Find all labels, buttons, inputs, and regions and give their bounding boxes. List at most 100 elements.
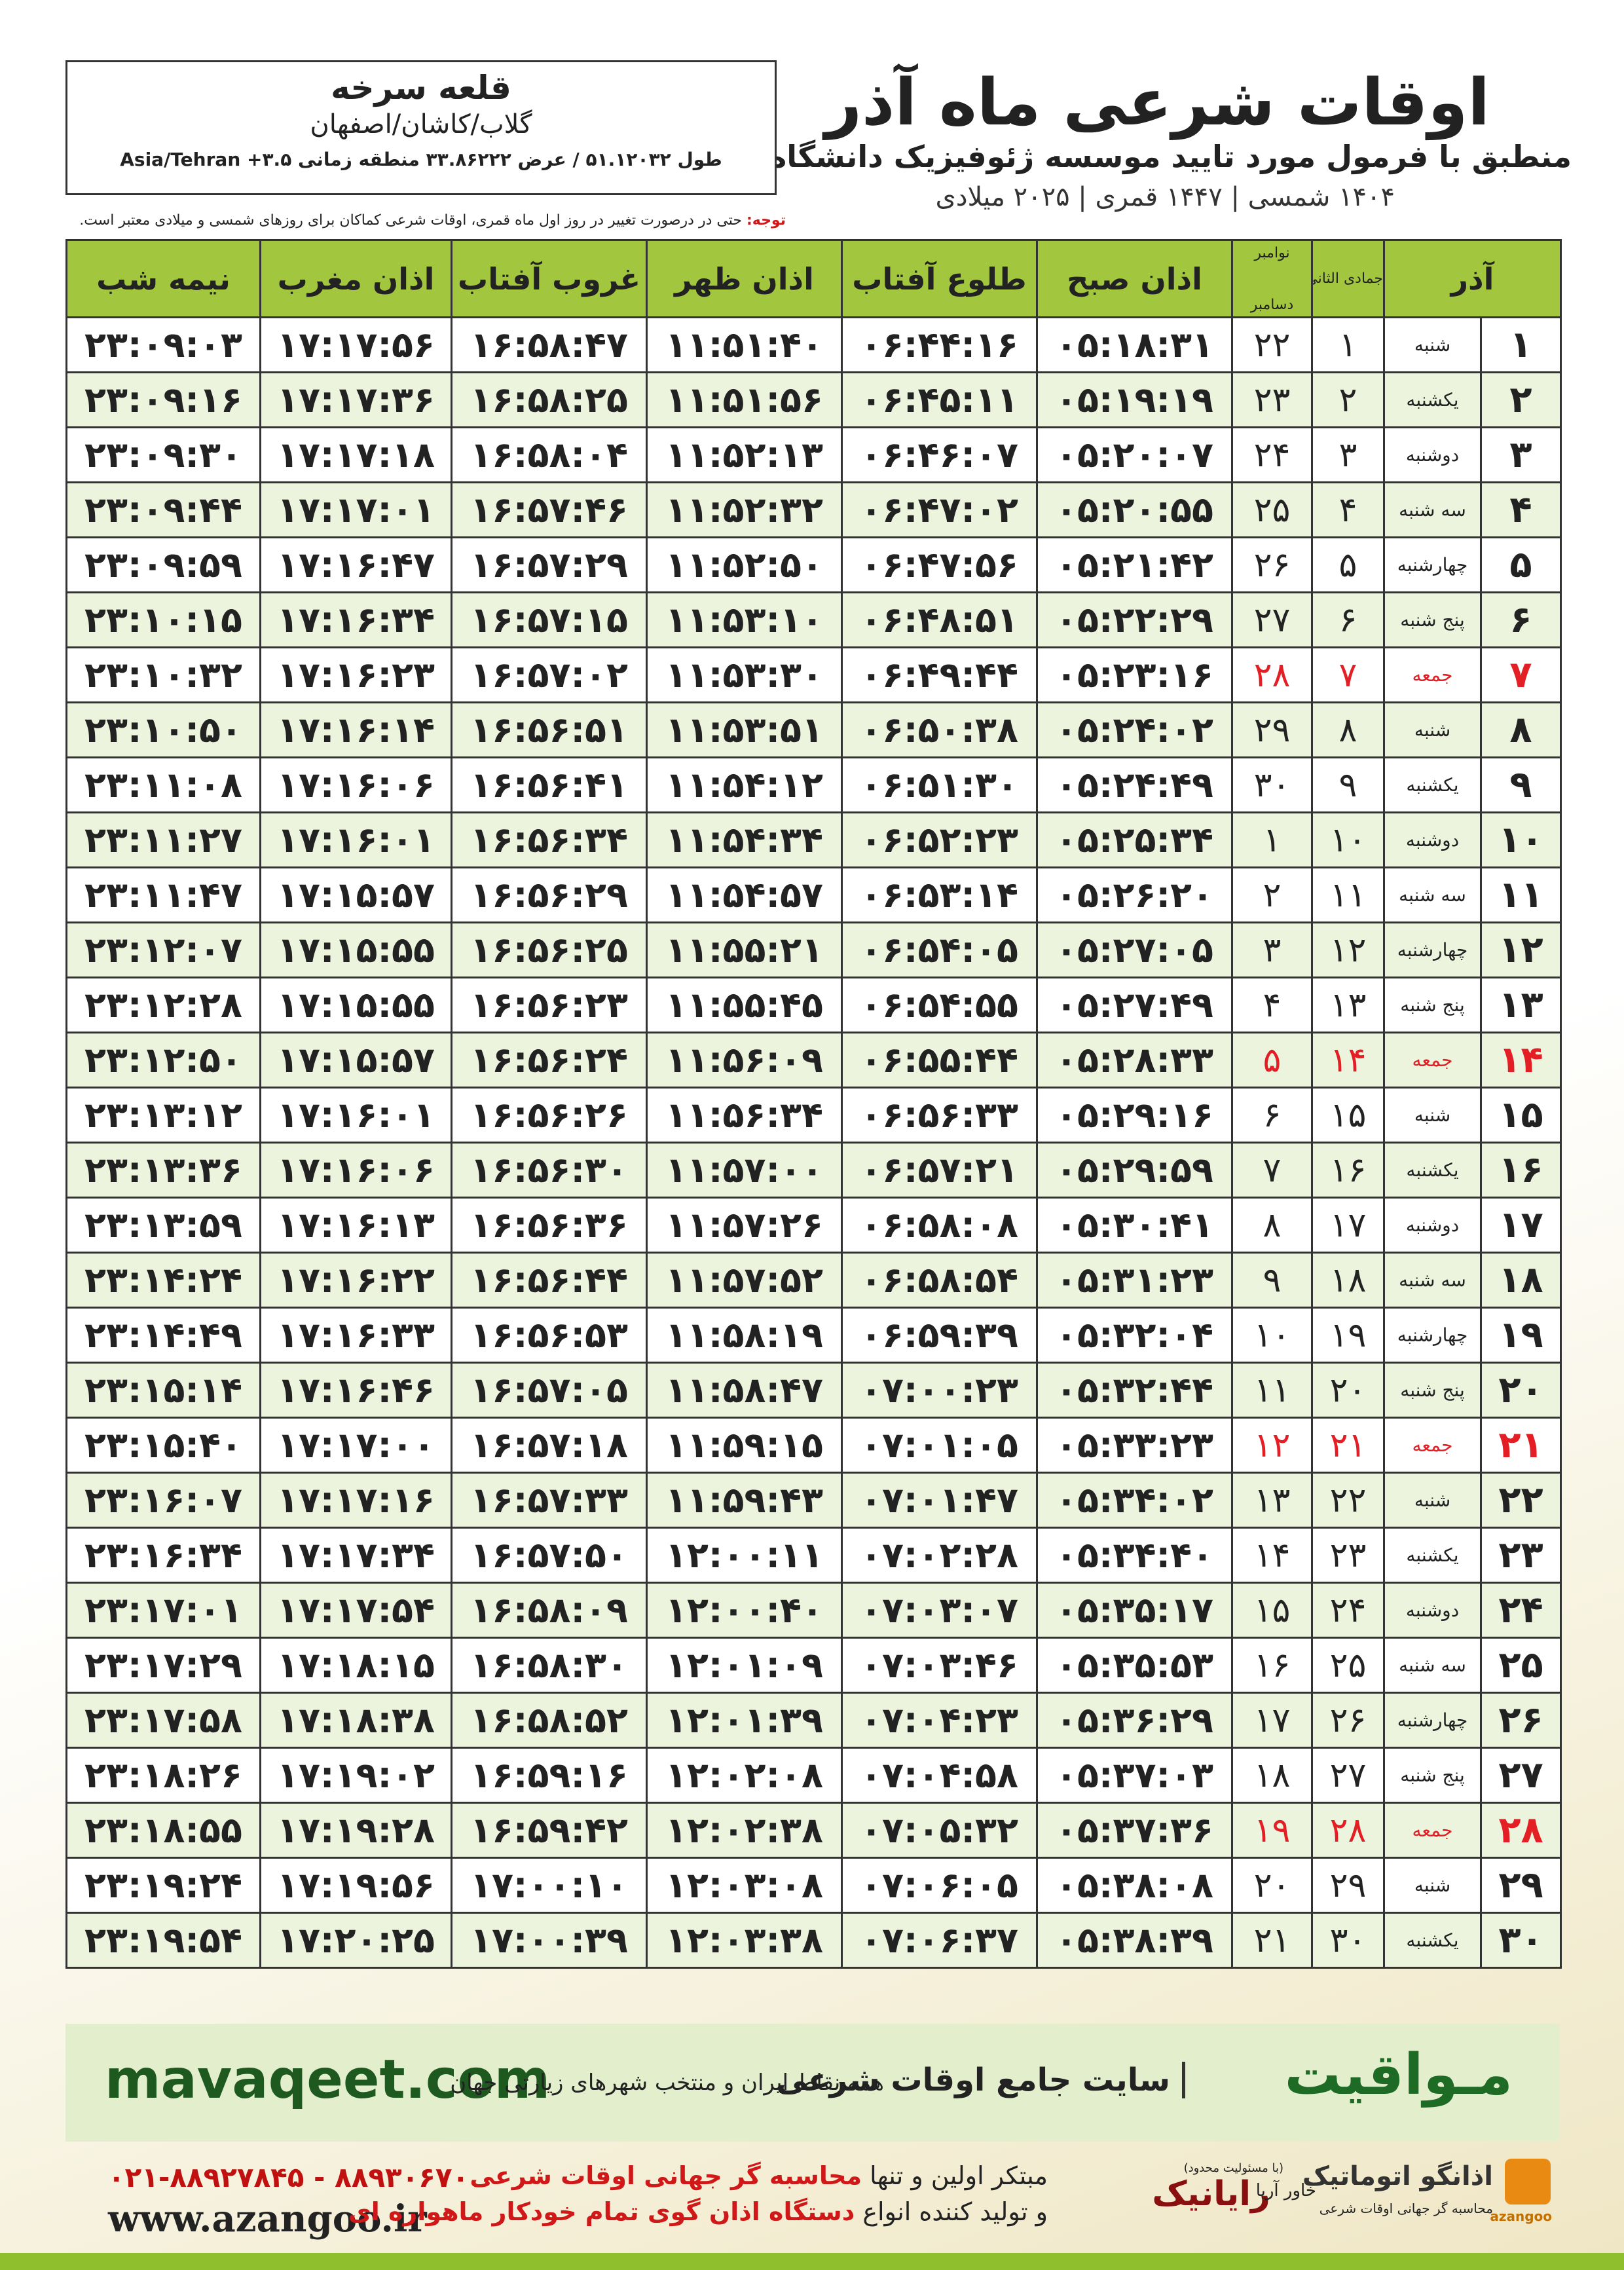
day-number: ۱۹	[1480, 1307, 1562, 1364]
time-cell: ۱۷:۱۶:۰۱	[259, 811, 452, 868]
time-cell: ۰۷:۰۲:۲۸	[841, 1527, 1038, 1584]
hijri-day: ۲۵	[1311, 1637, 1385, 1694]
time-cell: ۰۶:۵۷:۲۱	[841, 1142, 1038, 1199]
row: ۲۲ شنبه ۲۲ ۱۳ ۰۵:۳۴:۰۲ ۰۷:۰۱:۴۷ ۱۱:۵۹:۴۳ ۱۶:۵۷:…	[65, 1472, 1562, 1529]
weekday: دوشنبه	[1382, 1582, 1483, 1639]
time-cell: ۱۱:۵۸:۱۹	[646, 1307, 843, 1364]
time-cell: ۰۵:۳۸:۳۹	[1036, 1912, 1233, 1969]
row: ۳ دوشنبه ۳ ۲۴ ۰۵:۲۰:۰۷ ۰۶:۴۶:۰۷ ۱۱:۵۲:۱۳ ۱۶:۵۸:…	[65, 426, 1562, 483]
row: ۷ جمعه ۷ ۲۸ ۰۵:۲۳:۱۶ ۰۶:۴۹:۴۴ ۱۱:۵۳:۳۰ ۱۶:۵۷:۰۲…	[65, 646, 1562, 703]
time-cell: ۱۶:۵۶:۴۱	[451, 756, 648, 813]
time-cell: ۱۶:۵۶:۳۴	[451, 811, 648, 868]
time-cell: ۰۵:۲۱:۴۲	[1036, 536, 1233, 593]
time-cell: ۰۶:۵۴:۰۵	[841, 921, 1038, 978]
hijri-day: ۶	[1311, 591, 1385, 648]
greg-day: ۱۹	[1231, 1802, 1313, 1859]
weekday: پنج شنبه	[1382, 977, 1483, 1033]
time-cell: ۱۶:۵۸:۵۲	[451, 1692, 648, 1749]
row: ۱۸ سه شنبه ۱۸ ۹ ۰۵:۳۱:۲۳ ۰۶:۵۸:۵۴ ۱۱:۵۷:۵۲ ۱۶:۵…	[65, 1252, 1562, 1309]
hijri-header: جمادی الثانی	[1311, 239, 1385, 318]
coords: طول ۵۱.۱۲۰۳۲ / عرض ۳۳.۸۶۲۲۲ منطقه زمانی …	[120, 149, 722, 170]
time-cell: ۱۷:۱۷:۱۶	[259, 1472, 452, 1529]
time-cell: ۲۳:۱۵:۴۰	[65, 1417, 261, 1474]
time-cell: ۰۷:۰۱:۴۷	[841, 1472, 1038, 1529]
day-number: ۱۱	[1480, 866, 1562, 923]
time-cell: ۱۱:۵۶:۳۴	[646, 1087, 843, 1144]
time-cell: ۰۶:۴۷:۰۲	[841, 481, 1038, 538]
note-label: توجه:	[746, 212, 786, 229]
banner-brand: مـواقیت	[1284, 2042, 1513, 2108]
time-cell: ۲۳:۱۴:۲۴	[65, 1252, 261, 1309]
time-cell: ۱۱:۵۳:۳۰	[646, 646, 843, 703]
time-cell: ۱۶:۵۹:۱۶	[451, 1747, 648, 1804]
footer-line2: و تولید کننده انواع دستگاه اذان گوی تمام…	[348, 2197, 1048, 2226]
time-cell: ۱۶:۵۸:۴۷	[451, 316, 648, 373]
time-cell: ۱۷:۱۵:۵۷	[259, 1032, 452, 1088]
weekday: سه شنبه	[1382, 481, 1483, 538]
time-cell: ۱۱:۵۹:۱۵	[646, 1417, 843, 1474]
day-number: ۵	[1480, 536, 1562, 593]
day-number: ۴	[1480, 481, 1562, 538]
time-cell: ۰۵:۲۶:۲۰	[1036, 866, 1233, 923]
greg-day: ۵	[1231, 1032, 1313, 1088]
logo2-icon	[1505, 2159, 1551, 2205]
time-cell: ۰۶:۴۴:۱۶	[841, 316, 1038, 373]
time-cell: ۰۵:۱۹:۱۹	[1036, 371, 1233, 428]
hijri-day: ۴	[1311, 481, 1385, 538]
hijri-day: ۸	[1311, 701, 1385, 758]
time-cell: ۰۵:۳۲:۴۴	[1036, 1362, 1233, 1419]
day-number: ۶	[1480, 591, 1562, 648]
time-cell: ۱۱:۵۹:۴۳	[646, 1472, 843, 1529]
time-cell: ۱۷:۱۶:۰۶	[259, 756, 452, 813]
time-cell: ۱۷:۱۷:۵۶	[259, 316, 452, 373]
time-cell: ۱۱:۵۷:۰۰	[646, 1142, 843, 1199]
time-cell: ۲۳:۱۳:۳۶	[65, 1142, 261, 1199]
hijri-day: ۲۶	[1311, 1692, 1385, 1749]
time-cell: ۱۶:۵۷:۱۵	[451, 591, 648, 648]
time-cell: ۱۶:۵۶:۳۰	[451, 1142, 648, 1199]
hijri-day: ۱	[1311, 316, 1385, 373]
time-cell: ۱۷:۱۹:۲۸	[259, 1802, 452, 1859]
hijri-day: ۲۹	[1311, 1857, 1385, 1914]
day-number: ۸	[1480, 701, 1562, 758]
time-cell: ۱۶:۵۶:۲۹	[451, 866, 648, 923]
line1-plain: مبتکر اولین و تنها	[870, 2161, 1048, 2190]
logo1-note: (با مسئولیت محدود)	[1183, 2161, 1283, 2175]
row: ۱۷ دوشنبه ۱۷ ۸ ۰۵:۳۰:۴۱ ۰۶:۵۸:۰۸ ۱۱:۵۷:۲۶ ۱۶:۵۶…	[65, 1197, 1562, 1254]
hijri-day: ۱۶	[1311, 1142, 1385, 1199]
greg-day: ۳	[1231, 921, 1313, 978]
time-cell: ۲۳:۱۷:۲۹	[65, 1637, 261, 1694]
day-number: ۱۳	[1480, 977, 1562, 1033]
greg-day: ۸	[1231, 1197, 1313, 1254]
time-cell: ۰۷:۰۳:۰۷	[841, 1582, 1038, 1639]
time-cell: ۱۶:۵۷:۰۲	[451, 646, 648, 703]
time-cell: ۱۷:۱۶:۰۶	[259, 1142, 452, 1199]
row: ۲۳ یکشنبه ۲۳ ۱۴ ۰۵:۳۴:۴۰ ۰۷:۰۲:۲۸ ۱۲:۰۰:۱۱ ۱۶:۵…	[65, 1527, 1562, 1584]
time-cell: ۲۳:۱۱:۴۷	[65, 866, 261, 923]
dates: ۱۴۰۴ شمسی | ۱۴۴۷ قمری | ۲۰۲۵ میلادی	[935, 182, 1395, 212]
logo1-sub: خاور آریا	[1255, 2181, 1316, 2201]
website[interactable]: www.azangoo.ir	[108, 2197, 427, 2241]
time-cell: ۱۱:۵۲:۱۳	[646, 426, 843, 483]
time-cell: ۱۱:۵۴:۳۴	[646, 811, 843, 868]
weekday: پنج شنبه	[1382, 1362, 1483, 1419]
time-cell: ۰۷:۰۱:۰۵	[841, 1417, 1038, 1474]
hijri-day: ۱۲	[1311, 921, 1385, 978]
hijri-day: ۲۴	[1311, 1582, 1385, 1639]
time-cell: ۱۷:۱۸:۱۵	[259, 1637, 452, 1694]
banner-site[interactable]: mavaqeet.com	[105, 2049, 551, 2111]
greg-day: ۱۵	[1231, 1582, 1313, 1639]
time-cell: ۱۷:۱۵:۵۷	[259, 866, 452, 923]
time-cell: ۱۶:۵۶:۲۳	[451, 977, 648, 1033]
time-cell: ۲۳:۱۰:۱۵	[65, 591, 261, 648]
greg-day: ۶	[1231, 1087, 1313, 1144]
footer-line1: مبتکر اولین و تنها محاسبه گر جهانی اوقات…	[470, 2161, 1048, 2190]
row: ۱۶ یکشنبه ۱۶ ۷ ۰۵:۲۹:۵۹ ۰۶:۵۷:۲۱ ۱۱:۵۷:۰۰ ۱۶:۵۶…	[65, 1142, 1562, 1199]
hijri-day: ۵	[1311, 536, 1385, 593]
greg-day: ۹	[1231, 1252, 1313, 1309]
time-cell: ۰۶:۵۹:۳۹	[841, 1307, 1038, 1364]
time-cell: ۲۳:۰۹:۱۶	[65, 371, 261, 428]
row: ۲۹ شنبه ۲۹ ۲۰ ۰۵:۳۸:۰۸ ۰۷:۰۶:۰۵ ۱۲:۰۳:۰۸ ۱۷:۰۰:…	[65, 1857, 1562, 1914]
time-cell: ۱۶:۵۷:۵۰	[451, 1527, 648, 1584]
